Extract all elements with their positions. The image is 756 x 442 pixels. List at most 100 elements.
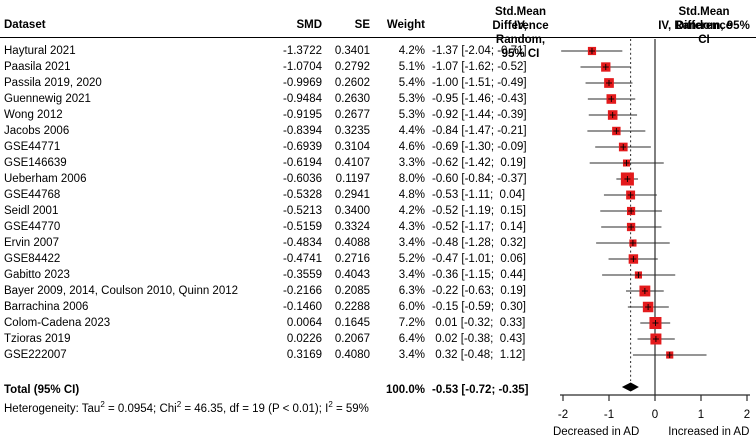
study-se: 0.2602: [334, 77, 370, 89]
heterogeneity-text: = 0.0954; Chi: [104, 402, 177, 415]
study-ci: -0.15 [-0.59; 0.30]: [432, 301, 526, 313]
study-weight: 6.0%: [398, 301, 425, 313]
study-smd: 0.0064: [286, 317, 322, 329]
study-name: Ervin 2007: [4, 237, 59, 249]
study-row: Colom-Cadena 2023 0.0064 0.1645 7.2% 0.01 […: [0, 315, 560, 331]
study-se: 0.4107: [334, 157, 370, 169]
study-name: Ueberham 2006: [4, 173, 87, 185]
study-se: 0.4088: [334, 237, 370, 249]
heterogeneity-text: Heterogeneity: Tau: [4, 402, 101, 415]
study-se: 0.2677: [334, 109, 370, 121]
col-header-weight: Weight: [386, 19, 425, 31]
study-smd: -0.5213: [282, 205, 322, 217]
study-weight: 7.2%: [398, 317, 425, 329]
col-header-smd: SMD: [296, 19, 322, 31]
study-se: 0.2792: [334, 61, 370, 73]
study-row: GSE222007 0.3169 0.4080 3.4% 0.32 [-0.48; 1…: [0, 347, 560, 363]
study-weight: 4.6%: [398, 141, 425, 153]
study-name: Paasila 2021: [4, 61, 71, 73]
study-name: Colom-Cadena 2023: [4, 317, 111, 329]
study-smd: -0.4834: [282, 237, 322, 249]
total-label: Total (95% CI): [4, 384, 80, 396]
study-name: Wong 2012: [4, 109, 63, 121]
study-row: Haytural 2021 -1.3722 0.3401 4.2% -1.37 [-2.…: [0, 43, 560, 59]
study-row: GSE146639 -0.6194 0.4107 3.3% -0.62 [-1.42; …: [0, 155, 560, 171]
study-se: 0.2941: [334, 189, 370, 201]
study-smd: 0.0226: [286, 333, 322, 345]
study-smd: -0.6194: [282, 157, 322, 169]
total-smd: [250, 382, 322, 398]
study-name: GSE44768: [4, 189, 61, 201]
study-se: 0.2630: [334, 93, 370, 105]
study-row: Ervin 2007 -0.4834 0.4088 3.4% -0.48 [-1.28;…: [0, 235, 560, 251]
study-ci: -1.00 [-1.51; -0.49]: [432, 77, 527, 89]
study-smd: -0.3559: [282, 269, 322, 281]
study-smd: -1.0704: [282, 61, 322, 73]
study-name: Tzioras 2019: [4, 333, 71, 345]
study-ci: -0.22 [-0.63; 0.19]: [432, 285, 526, 297]
axis-tick-label: 2: [744, 409, 750, 421]
study-weight: 5.4%: [398, 77, 425, 89]
study-se: 0.1645: [334, 317, 370, 329]
study-weight: 8.0%: [398, 173, 425, 185]
axis-tick-label: 0: [652, 409, 658, 421]
study-smd: -0.6939: [282, 141, 322, 153]
col-header-plot-line1: Std.Mean Difference: [675, 6, 733, 32]
study-row: Bayer 2009, 2014, Coulson 2010, Quinn 20…: [0, 283, 560, 299]
axis-tick-label: 1: [698, 409, 704, 421]
study-se: 0.2288: [334, 301, 370, 313]
study-name: Bayer 2009, 2014, Coulson 2010, Quinn 20…: [4, 285, 239, 297]
study-se: 0.3400: [334, 205, 370, 217]
axis-label-increased: Increased in AD: [668, 426, 749, 438]
study-smd: -0.9484: [282, 93, 322, 105]
col-header-dataset: Dataset: [4, 19, 46, 31]
study-se: 0.3324: [334, 221, 370, 233]
study-name: GSE222007: [4, 349, 67, 361]
study-smd: -0.6036: [282, 173, 322, 185]
study-se: 0.3235: [334, 125, 370, 137]
study-name: GSE146639: [4, 157, 67, 169]
study-name: Guennewig 2021: [4, 93, 91, 105]
study-row: Wong 2012 -0.9195 0.2677 5.3% -0.92 [-1.44; …: [0, 107, 560, 123]
study-weight: 3.3%: [398, 157, 425, 169]
axis-tick-label: -2: [558, 409, 568, 421]
study-ci: -0.95 [-1.46; -0.43]: [432, 93, 527, 105]
study-name: Jacobs 2006: [4, 125, 70, 137]
study-name: Haytural 2021: [4, 45, 76, 57]
study-se: 0.4080: [334, 349, 370, 361]
study-name: GSE44771: [4, 141, 61, 153]
study-se: 0.3401: [334, 45, 370, 57]
study-name: GSE84422: [4, 253, 61, 265]
study-se: 0.2716: [334, 253, 370, 265]
superscript: 2: [328, 400, 333, 409]
study-row: Gabitto 2023 -0.3559 0.4043 3.4% -0.36 [-1.1…: [0, 267, 560, 283]
study-row: GSE44770 -0.5159 0.3324 4.3% -0.52 [-1.17; 0…: [0, 219, 560, 235]
study-weight: 5.2%: [398, 253, 425, 265]
col-header-se: SE: [354, 19, 370, 31]
study-name: Passila 2019, 2020: [4, 77, 102, 89]
study-ci: -1.07 [-1.62; -0.52]: [432, 61, 527, 73]
study-row: Tzioras 2019 0.0226 0.2067 6.4% 0.02 [-0.38…: [0, 331, 560, 347]
study-ci: -1.37 [-2.04; -0.71]: [432, 45, 527, 57]
study-row: Jacobs 2006 -0.8394 0.3235 4.4% -0.84 [-1.47…: [0, 123, 560, 139]
study-smd: -0.5159: [282, 221, 322, 233]
superscript: 2: [100, 400, 105, 409]
study-ci: -0.52 [-1.17; 0.14]: [432, 221, 526, 233]
study-name: Barrachina 2006: [4, 301, 89, 313]
study-weight: 6.3%: [398, 285, 425, 297]
study-weight: 5.3%: [398, 109, 425, 121]
study-ci: -0.53 [-1.11; 0.04]: [432, 189, 526, 201]
study-ci: 0.02 [-0.38; 0.43]: [432, 333, 526, 345]
col-header-plot: Std.Mean Difference IV, Random, 95% CI: [557, 5, 753, 46]
study-row: GSE44771 -0.6939 0.3104 4.6% -0.69 [-1.30; -…: [0, 139, 560, 155]
study-smd: -1.3722: [282, 45, 322, 57]
study-ci: -0.84 [-1.47; -0.21]: [432, 125, 527, 137]
study-name: GSE44770: [4, 221, 61, 233]
study-row: Ueberham 2006 -0.6036 0.1197 8.0% -0.60 [-0.…: [0, 171, 560, 187]
study-row: GSE84422 -0.4741 0.2716 5.2% -0.47 [-1.01; 0…: [0, 251, 560, 267]
study-ci: -0.47 [-1.01; 0.06]: [432, 253, 526, 265]
col-header-ci-line1: Std.Mean Difference: [492, 6, 549, 32]
study-name: Gabitto 2023: [4, 269, 70, 281]
study-weight: 3.4%: [398, 349, 425, 361]
study-smd: -0.9969: [282, 77, 322, 89]
